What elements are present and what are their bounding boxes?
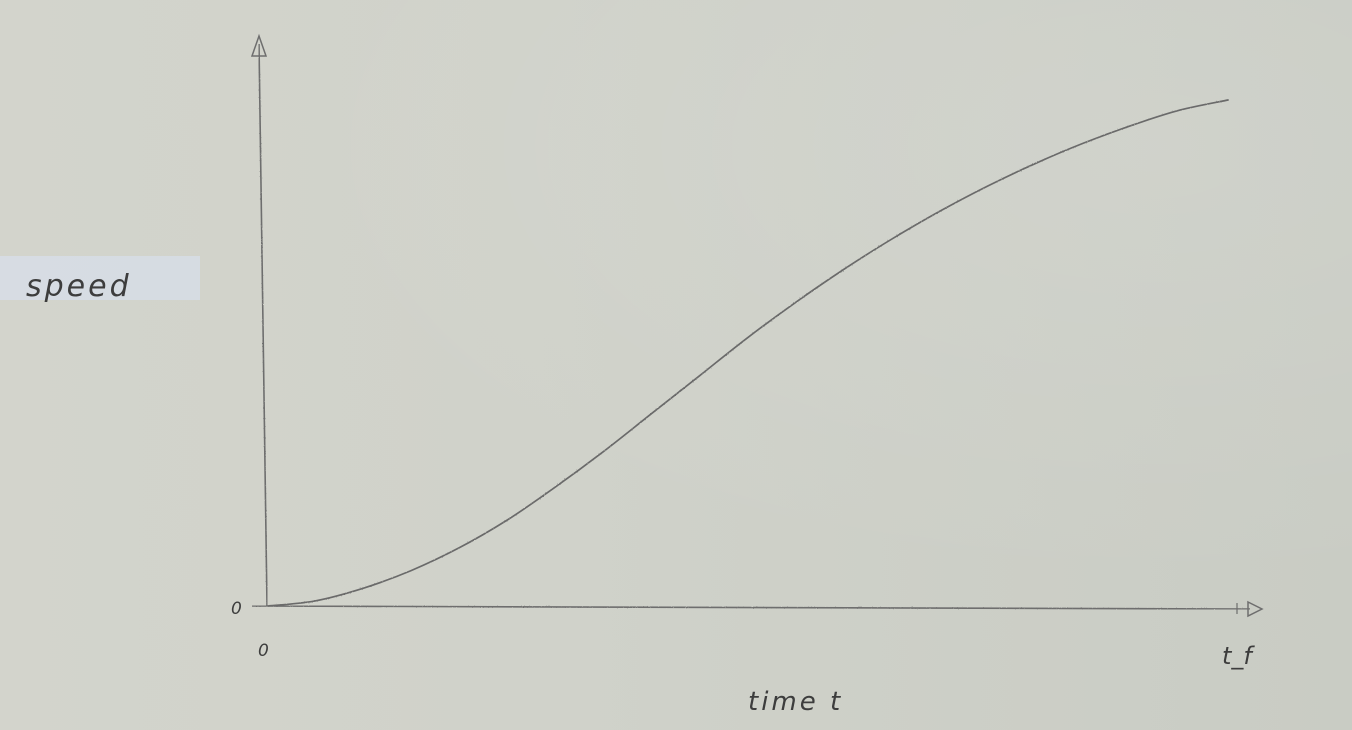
y-axis-label: speed [26, 269, 132, 304]
y-axis-arrow [250, 33, 268, 57]
y-tick-label-0: 0 [231, 599, 242, 619]
y-axis [258, 43, 268, 607]
axes [250, 33, 1264, 618]
x-tick-label-tf: t_f [1222, 642, 1255, 670]
series-line-speed [266, 99, 1229, 607]
ylabel-highlight [0, 256, 200, 300]
x-axis-label: time t [748, 687, 843, 717]
x-axis-arrow [1247, 600, 1264, 618]
x-tick-label-0: 0 [258, 641, 269, 661]
x-axis [251, 605, 1251, 610]
